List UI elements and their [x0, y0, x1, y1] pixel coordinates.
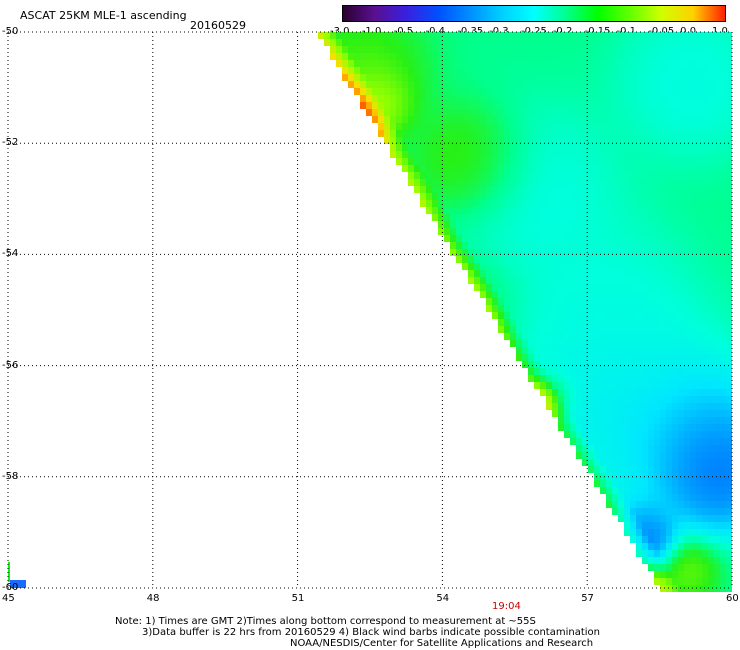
- colorbar-label: -0.15: [584, 26, 611, 37]
- colorbar-label: -0.05: [648, 26, 675, 37]
- lat-tick-label: -58: [2, 470, 19, 482]
- map-date: 20160529: [190, 19, 246, 32]
- corner-swatch: [10, 580, 26, 588]
- colorbar-label: 1.0: [712, 26, 728, 37]
- colorbar-label: -3.0: [330, 26, 350, 37]
- colorbar-label: -0.4: [425, 26, 446, 37]
- colorbar-label: -1.0: [361, 26, 382, 37]
- note-line-3: NOAA/NESDIS/Center for Satellite Applica…: [290, 638, 594, 649]
- colorbar-label: -0.1: [616, 26, 637, 37]
- colorbar-strip: [343, 6, 725, 21]
- lon-tick-label: 51: [291, 593, 305, 604]
- colorbar-label: -0.2: [552, 26, 573, 37]
- lat-tick-label: -60: [2, 582, 19, 593]
- pass-time: 19:04: [492, 601, 521, 612]
- lon-tick-label: 54: [436, 593, 450, 604]
- colorbar-label: -0.3: [489, 26, 509, 37]
- lon-tick-label: 57: [581, 593, 594, 604]
- lon-tick-label: 45: [2, 593, 15, 604]
- colorbar: [342, 5, 726, 22]
- colorbar-label: -0.35: [457, 26, 484, 37]
- colorbar-label: -0.25: [521, 26, 547, 37]
- note-line-2: 3)Data buffer is 22 hrs from 20160529 4)…: [142, 627, 600, 638]
- colorbar-label: -0.5: [393, 26, 414, 37]
- lat-tick-label: -50: [2, 26, 19, 37]
- lat-tick-label: -52: [2, 137, 19, 149]
- lat-tick-label: -54: [2, 248, 19, 260]
- swath-field: [318, 32, 732, 592]
- lon-tick-label: 48: [146, 593, 160, 604]
- corner-swatch: [8, 562, 10, 582]
- map-title: ASCAT 25KM MLE-1 ascending: [20, 9, 187, 22]
- note-line-1: Note: 1) Times are GMT 2)Times along bot…: [115, 616, 536, 627]
- lat-tick-label: -56: [2, 359, 19, 371]
- graticule: [7, 31, 733, 589]
- lon-tick-label: 60: [726, 593, 739, 604]
